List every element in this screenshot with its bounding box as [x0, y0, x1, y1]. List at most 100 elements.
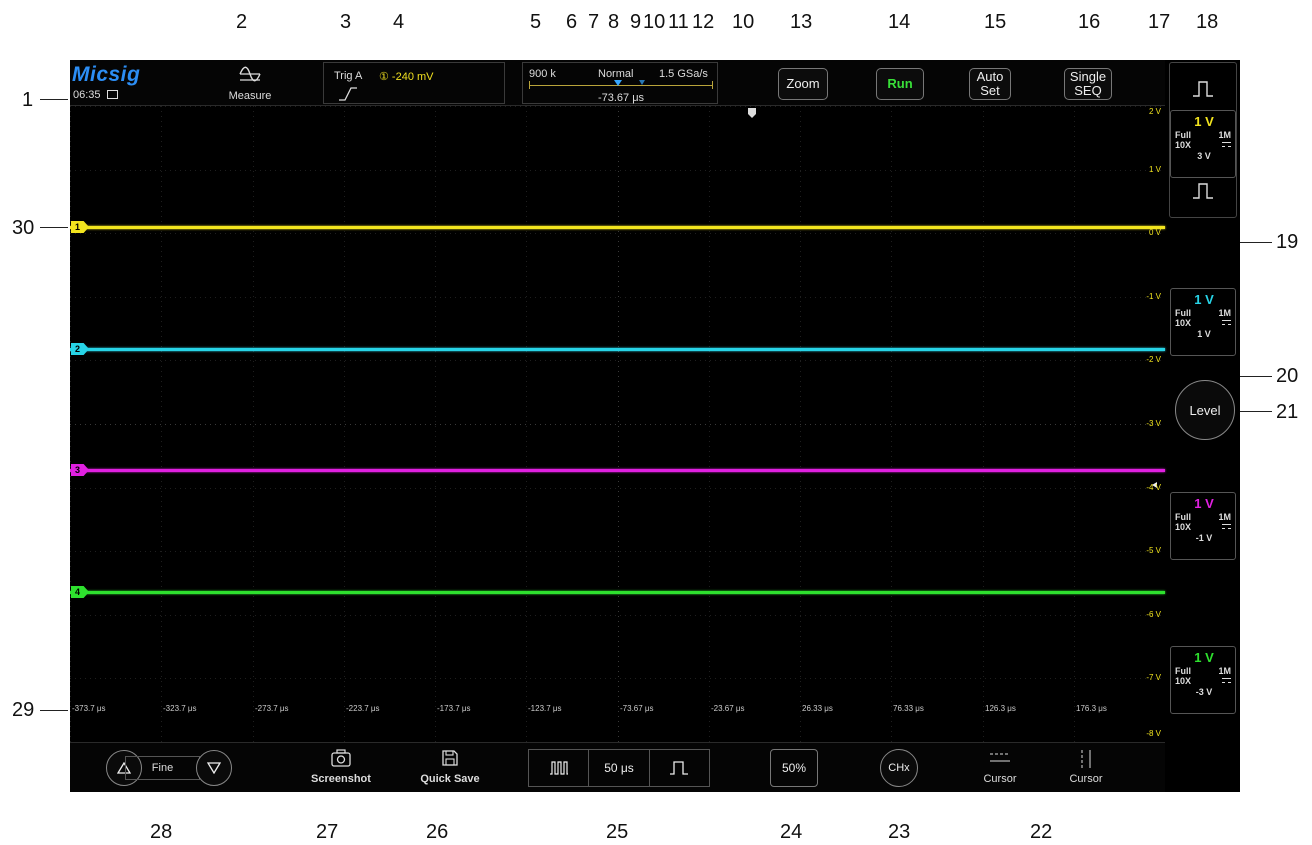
channel-offset: -1 V	[1195, 533, 1213, 543]
memory-bar-right-cap	[712, 81, 713, 89]
callout-9: 9	[630, 11, 642, 33]
callout-29-line	[40, 710, 68, 711]
callout-15: 15	[984, 11, 1007, 33]
timebase-increase-button[interactable]	[650, 750, 709, 786]
callout-28: 28	[150, 821, 173, 843]
time-label: -223.7 μs	[346, 704, 380, 713]
dc-coupling-icon	[1222, 678, 1231, 683]
measure-label: Measure	[228, 90, 272, 102]
channel-probe: 10X	[1175, 676, 1192, 686]
waveform-plot-area[interactable]: 1 2 3 4 2 V 1 V 0 V -1 V -2 V -3 V -4 V -5 V -6 V -7…	[70, 106, 1165, 742]
callout-16: 16	[1078, 11, 1101, 33]
dc-coupling-icon	[1222, 320, 1231, 325]
channel-1-panel[interactable]: 1 V Full 1M 10X 3 V	[1170, 110, 1236, 178]
channel-4-offset-marker[interactable]: 4	[71, 586, 89, 598]
autoset-button[interactable]: Auto Set	[969, 68, 1011, 100]
top-status-bar: Micsig 06:35 Measure Trig A ① -240 mV 90…	[70, 60, 1165, 106]
chx-button[interactable]: CHx	[880, 749, 918, 787]
channel-bandwidth: Full	[1175, 130, 1191, 140]
graticule	[70, 106, 1165, 742]
screenshot-button[interactable]: Screenshot	[306, 747, 376, 789]
channel-3-offset-marker[interactable]: 3	[71, 464, 89, 476]
trigger-level-arrow[interactable]	[1152, 482, 1157, 488]
timebase-decrease-button[interactable]	[529, 750, 590, 786]
trigger-label: Trig A	[334, 70, 363, 82]
measure-button[interactable]: Measure	[200, 62, 300, 104]
channel-scale: 1 V	[1194, 650, 1214, 665]
autoset-line-1: Auto	[976, 69, 1004, 85]
channel-4-panel[interactable]: 1 V Full 1M 10X -3 V	[1170, 646, 1236, 714]
channel-1-offset-marker[interactable]: 1	[71, 221, 89, 233]
trigger-level-value: ① -240 mV	[379, 71, 434, 83]
timebase-control: 50 μs	[528, 749, 710, 787]
vertical-cursor-button[interactable]: Cursor	[1056, 747, 1116, 789]
level-label: Level	[1189, 402, 1221, 418]
voltage-label: -8 V	[1146, 729, 1161, 738]
display-icon	[107, 90, 118, 99]
fifty-pct-label: 50%	[781, 761, 807, 775]
voltage-label: 2 V	[1148, 107, 1161, 116]
callout-17: 17	[1148, 11, 1171, 33]
timebase-info-box[interactable]: 900 k Normal 1.5 GSa/s -73.67 μs	[522, 62, 718, 104]
run-label: Run	[887, 76, 913, 92]
trigger-50-percent-button[interactable]: 50%	[770, 749, 818, 787]
trigger-settings-box[interactable]: Trig A ① -240 mV	[323, 62, 505, 104]
channel-impedance: 1M	[1218, 512, 1231, 522]
time-label: -123.7 μs	[528, 704, 562, 713]
single-line-1: Single	[1069, 69, 1107, 85]
single-seq-button[interactable]: Single SEQ	[1064, 68, 1112, 100]
trigger-position-arrow[interactable]	[748, 108, 756, 118]
time-label: -273.7 μs	[255, 704, 289, 713]
quick-save-button[interactable]: Quick Save	[410, 747, 490, 789]
fine-adjust-mode[interactable]: Fine	[125, 756, 200, 780]
trigger-position-marker	[639, 80, 645, 85]
channel-3-panel[interactable]: 1 V Full 1M 10X -1 V	[1170, 492, 1236, 560]
voltage-label: -4 V	[1146, 483, 1161, 492]
voltage-label: -3 V	[1146, 419, 1161, 428]
horizontal-cursor-button[interactable]: Cursor	[970, 747, 1030, 789]
timebase-value[interactable]: 50 μs	[589, 750, 650, 786]
callout-7: 7	[588, 11, 600, 33]
cursor-h-label: Cursor	[983, 773, 1017, 785]
channel-probe: 10X	[1175, 318, 1192, 328]
voltage-label: -2 V	[1146, 355, 1161, 364]
callout-1-line	[40, 99, 68, 100]
callout-30: 30	[12, 217, 35, 239]
callout-4: 4	[393, 11, 405, 33]
time-label: -373.7 μs	[72, 704, 106, 713]
callout-2: 2	[236, 11, 248, 33]
memory-depth: 900 k	[529, 68, 556, 80]
trigger-type-panel[interactable]	[1169, 62, 1237, 218]
time-label: 76.33 μs	[893, 704, 924, 713]
channel-2-offset-marker[interactable]: 2	[71, 343, 89, 355]
single-label: Single SEQ	[1070, 70, 1106, 97]
callout-23: 23	[888, 821, 911, 843]
callout-3: 3	[340, 11, 352, 33]
level-button[interactable]: Level	[1175, 380, 1235, 440]
channel-bandwidth: Full	[1175, 666, 1191, 676]
voltage-label: 1 V	[1148, 165, 1161, 174]
callout-19: 19	[1276, 231, 1299, 253]
timebase-label: 50 μs	[604, 761, 634, 775]
cursor-v-label: Cursor	[1069, 773, 1103, 785]
channel-probe: 10X	[1175, 522, 1192, 532]
system-clock: 06:35	[73, 89, 101, 101]
time-label: -73.67 μs	[620, 704, 654, 713]
run-stop-button[interactable]: Run	[876, 68, 924, 100]
brand-logo: Micsig	[72, 63, 141, 86]
channel-scale: 1 V	[1194, 292, 1214, 307]
channel-3-trace	[70, 469, 1165, 472]
channel-bandwidth: Full	[1175, 512, 1191, 522]
time-label: 126.3 μs	[985, 704, 1016, 713]
zoom-button[interactable]: Zoom	[778, 68, 828, 100]
callout-14: 14	[888, 11, 911, 33]
callout-26: 26	[426, 821, 449, 843]
callout-10-top: 10	[643, 11, 666, 33]
channel-2-panel[interactable]: 1 V Full 1M 10X 1 V	[1170, 288, 1236, 356]
callout-6: 6	[566, 11, 578, 33]
fine-down-button[interactable]	[196, 750, 232, 786]
callout-30-line	[40, 227, 68, 228]
fine-label: Fine	[151, 762, 174, 774]
voltage-label: -5 V	[1146, 546, 1161, 555]
